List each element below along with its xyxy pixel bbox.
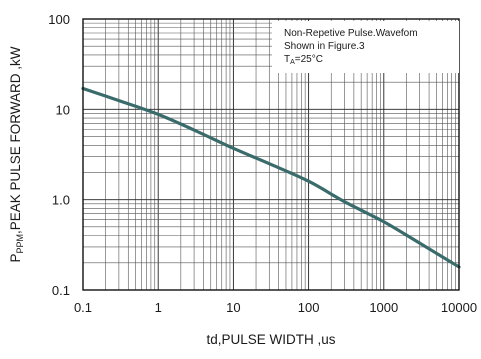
series-layer	[81, 86, 461, 269]
annotation-t-subscript: A	[290, 59, 295, 66]
y-axis-label: PPPM,PEAK PULSE FORWARD ,kW	[8, 46, 25, 262]
annotation-box: Non-Repetive Pulse.Wavefom Shown in Figu…	[272, 21, 459, 73]
x-axis-label: td,PULSE WIDTH ,us	[206, 332, 335, 347]
plot-border	[82, 18, 460, 291]
y-axis-label-rest: ,PEAK PULSE FORWARD ,kW	[8, 46, 23, 234]
y-tick-label: 0.1	[52, 283, 70, 298]
x-tick-label: 0.1	[74, 300, 92, 315]
x-tick-label: 100	[298, 300, 320, 315]
x-tick-label: 1	[155, 300, 162, 315]
x-tick-label: 10000	[441, 300, 477, 315]
annotation-line-2: Shown in Figure.3	[284, 41, 365, 52]
y-tick-label: 100	[48, 12, 70, 27]
annotation-t: T	[284, 54, 290, 65]
y-tick-label: 1.0	[52, 193, 70, 208]
annotation-line-3: TA=25°C	[284, 54, 323, 66]
plot-frame	[82, 18, 460, 291]
y-axis-label-subscript: PPM	[15, 234, 25, 254]
annotation-line-1: Non-Repetive Pulse.Wavefom	[284, 28, 418, 39]
y-tick-label: 10	[56, 102, 70, 117]
x-tick-label: 10	[226, 300, 240, 315]
tick-labels: 0.1 1 10 100 1000 10000 0.1 1.0 10 100	[48, 12, 477, 315]
annotation-background	[272, 21, 459, 73]
series-line	[81, 86, 461, 269]
annotation-temperature: =25°C	[295, 54, 323, 65]
x-tick-label: 1000	[369, 300, 398, 315]
y-axis-label-p: P	[8, 254, 23, 263]
